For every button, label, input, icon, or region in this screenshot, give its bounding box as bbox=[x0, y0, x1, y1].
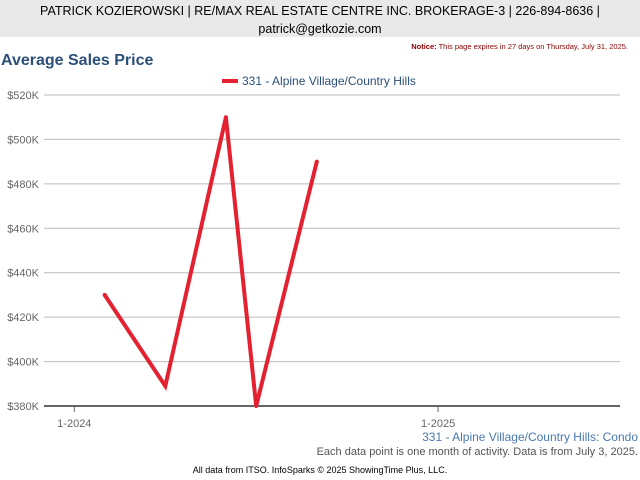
series-line bbox=[102, 116, 319, 407]
data-point bbox=[102, 292, 107, 297]
y-tick-label: $440K bbox=[7, 268, 39, 280]
y-tick-label: $400K bbox=[7, 357, 39, 369]
y-tick-label: $420K bbox=[7, 312, 39, 324]
agent-header: PATRICK KOZIEROWSKI | RE/MAX REAL ESTATE… bbox=[0, 0, 640, 37]
data-point bbox=[314, 159, 319, 164]
series-caption: 331 - Alpine Village/Country Hills: Cond… bbox=[422, 430, 638, 444]
data-credit: All data from ITSO. InfoSparks © 2025 Sh… bbox=[192, 465, 448, 475]
x-tick-label: 1-2024 bbox=[57, 418, 91, 430]
y-tick-label: $460K bbox=[7, 223, 39, 235]
legend-swatch bbox=[222, 79, 238, 83]
agent-header-line2: patrick@getkozie.com bbox=[258, 22, 382, 36]
data-point bbox=[223, 115, 228, 120]
data-point bbox=[163, 384, 168, 389]
y-tick-label: $500K bbox=[7, 134, 39, 146]
notice-text: This page expires in 27 days on Thursday… bbox=[438, 42, 628, 51]
notice-label: Notice: bbox=[411, 42, 437, 51]
data-point bbox=[254, 404, 259, 408]
expiry-notice: Notice: This page expires in 27 days on … bbox=[411, 42, 628, 51]
chart-legend[interactable]: 331 - Alpine Village/Country Hills bbox=[222, 73, 416, 89]
y-tick-label: $480K bbox=[7, 179, 39, 191]
data-note: Each data point is one month of activity… bbox=[316, 446, 638, 458]
chart-title: Average Sales Price bbox=[1, 52, 154, 69]
y-tick-label: $520K bbox=[7, 90, 39, 102]
agent-header-line1: PATRICK KOZIEROWSKI | RE/MAX REAL ESTATE… bbox=[40, 4, 600, 18]
y-tick-label: $380K bbox=[7, 401, 39, 413]
x-tick-label: 1-2025 bbox=[421, 418, 455, 430]
legend-label: 331 - Alpine Village/Country Hills bbox=[242, 74, 416, 88]
